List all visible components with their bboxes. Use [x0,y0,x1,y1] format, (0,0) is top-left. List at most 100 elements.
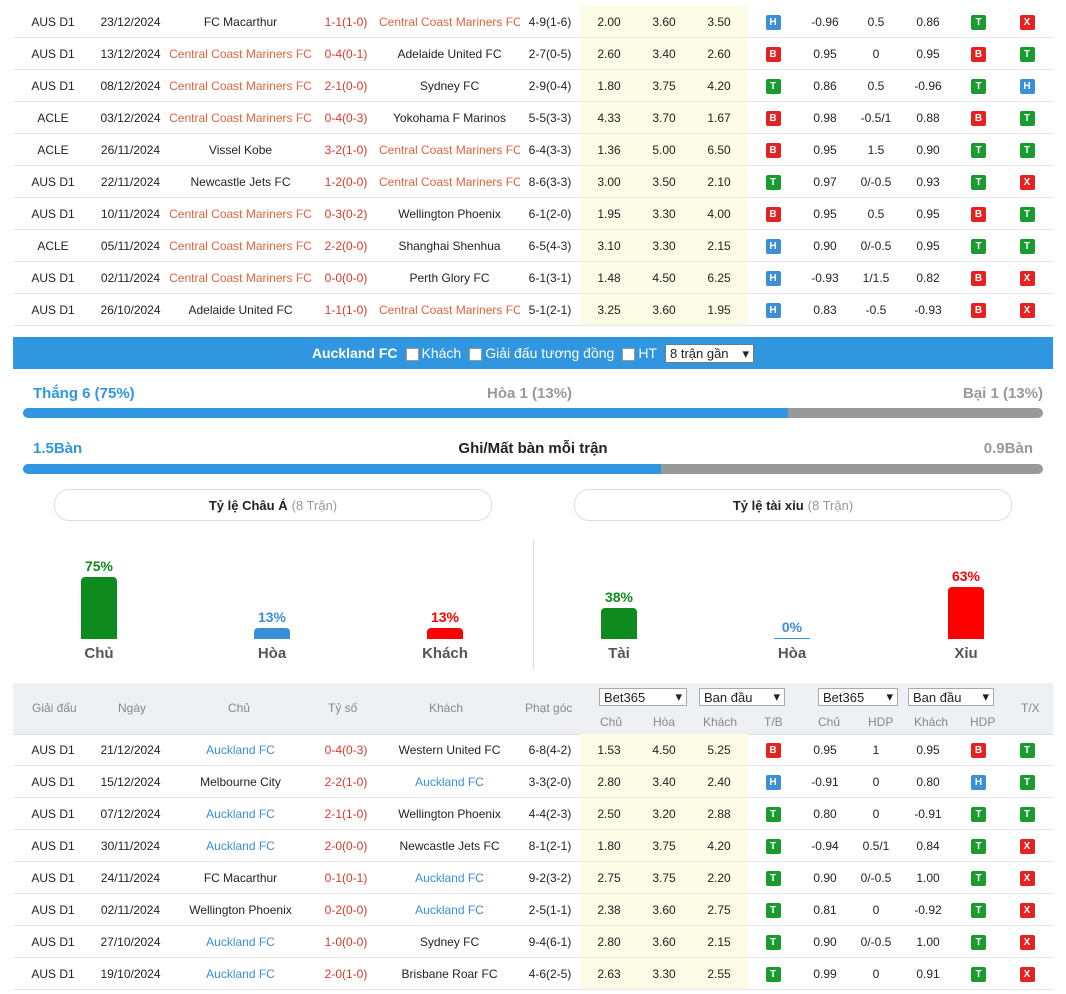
score-cell[interactable]: 0-4(0-3) [313,734,379,766]
home-team-cell[interactable]: Central Coast Mariners FC [168,101,313,134]
odds-home-cell: 1.95 [580,197,638,230]
away-checkbox[interactable] [405,347,419,361]
result-badge: T [971,966,986,982]
match-row: AUS D1 30/11/2024 Auckland FC 2-0(0-0) Newca… [13,829,1053,862]
odds-draw-cell: 3.75 [638,69,690,102]
away-team-cell[interactable]: Newcastle Jets FC [379,829,520,862]
odds-company-select[interactable]: Bet365 ▾ [599,688,687,706]
score-cell[interactable]: 2-1(1-0) [313,797,379,830]
away-team-cell[interactable]: Auckland FC [379,893,520,926]
score-cell[interactable]: 1-1(1-0) [313,6,379,38]
overunder-pct-2: 63% [951,568,981,584]
home-team-cell[interactable]: Auckland FC [168,797,313,830]
score-cell[interactable]: 1-0(0-0) [313,925,379,958]
odds-home-cell: 3.10 [580,229,638,262]
away-filter[interactable]: Khách [405,345,461,361]
away-team-cell[interactable]: Brisbane Roar FC [379,957,520,990]
home-team-cell[interactable]: Wellington Phoenix [168,893,313,926]
odds-home-cell: 2.80 [580,765,638,798]
score-cell[interactable]: 0-0(0-0) [313,261,379,294]
away-team-cell[interactable]: Auckland FC [379,765,520,798]
away-team-cell[interactable]: Sydney FC [379,925,520,958]
away-team-cell[interactable]: Central Coast Mariners FC [379,293,520,326]
away-team-cell[interactable]: Western United FC [379,734,520,766]
same-league-filter[interactable]: Giải đấu tương đồng [469,345,614,361]
home-team-cell[interactable]: FC Macarthur [168,861,313,894]
away-team-cell[interactable]: Wellington Phoenix [379,197,520,230]
score-cell[interactable]: 3-2(1-0) [313,133,379,166]
result-badge: T [971,838,986,854]
odds-away-cell: 1.67 [690,101,748,134]
home-team-cell[interactable]: Auckland FC [168,829,313,862]
over-under-badge: T [1001,133,1053,166]
match-row: AUS D1 19/10/2024 Auckland FC 2-0(1-0) Brisb… [13,957,1053,990]
score-cell[interactable]: 1-1(1-0) [313,293,379,326]
overunder-label-2: Xỉu [954,645,978,662]
match-row: AUS D1 21/12/2024 Auckland FC 0-4(0-3) Weste… [13,734,1053,766]
result-badge: T [1019,46,1035,62]
over-under-badge: T [1001,101,1053,134]
hdp-away-cell: 0.95 [900,229,956,262]
score-cell[interactable]: 1-2(0-0) [313,165,379,198]
away-team-cell[interactable]: Central Coast Mariners FC [379,6,520,38]
score-cell[interactable]: 2-0(1-0) [313,957,379,990]
result-badge: T [971,870,986,886]
away-team-cell[interactable]: Central Coast Mariners FC [379,133,520,166]
home-team-cell[interactable]: Melbourne City [168,765,313,798]
odds-draw-cell: 3.30 [638,197,690,230]
score-cell[interactable]: 2-2(0-0) [313,229,379,262]
odds-home-cell: 2.63 [580,957,638,990]
away-team-cell[interactable]: Sydney FC [379,69,520,102]
home-team-cell[interactable]: Central Coast Mariners FC [168,69,313,102]
away-team-cell[interactable]: Auckland FC [379,861,520,894]
home-team-cell[interactable]: Central Coast Mariners FC [168,229,313,262]
home-team-cell[interactable]: Central Coast Mariners FC [168,197,313,230]
away-team-cell[interactable]: Adelaide United FC [379,37,520,70]
home-team-cell[interactable]: Auckland FC [168,925,313,958]
ht-checkbox[interactable] [622,347,636,361]
score-cell[interactable]: 2-1(0-0) [313,69,379,102]
odds-type-select[interactable]: Ban đầu ▾ [699,688,785,706]
home-team-cell[interactable]: Vissel Kobe [168,133,313,166]
home-team-cell[interactable]: Newcastle Jets FC [168,165,313,198]
ht-filter[interactable]: HT [622,345,657,361]
hdp-company-select[interactable]: Bet365 ▾ [818,688,898,706]
match-row: AUS D1 23/12/2024 FC Macarthur 1-1(1-0) Cent… [13,6,1053,38]
odds-result-badge: H [748,6,798,38]
odds-home-cell: 2.60 [580,37,638,70]
score-cell[interactable]: 0-4(0-3) [313,101,379,134]
score-cell[interactable]: 0-4(0-1) [313,37,379,70]
over-under-count: (8 Trận) [807,497,854,513]
score-cell[interactable]: 2-2(1-0) [313,765,379,798]
home-team-cell[interactable]: Central Coast Mariners FC [168,37,313,70]
league-cell: ACLE [13,133,93,166]
home-team-cell[interactable]: Auckland FC [168,957,313,990]
over-under-badge: X [1001,861,1053,894]
hdp-line-cell: 1 [852,734,900,766]
odds-draw-cell: 3.75 [638,861,690,894]
away-team-cell[interactable]: Central Coast Mariners FC [379,165,520,198]
away-team-cell[interactable]: Shanghai Shenhua [379,229,520,262]
score-cell[interactable]: 0-3(0-2) [313,197,379,230]
score-cell[interactable]: 2-0(0-0) [313,829,379,862]
header-hdp-home: Chủ [818,715,841,729]
result-badge: T [971,238,986,254]
home-team-cell[interactable]: Central Coast Mariners FC [168,261,313,294]
away-team-cell[interactable]: Wellington Phoenix [379,797,520,830]
score-cell[interactable]: 0-1(0-1) [313,861,379,894]
league-cell: AUS D1 [13,293,93,326]
away-team-cell[interactable]: Yokohama F Marinos [379,101,520,134]
home-team-cell[interactable]: Auckland FC [168,734,313,766]
score-cell[interactable]: 0-2(0-0) [313,893,379,926]
home-team-cell[interactable]: FC Macarthur [168,6,313,38]
recent-matches-select[interactable]: 8 trận gần ▾ [664,343,755,363]
odds-away-cell: 6.25 [690,261,748,294]
corner-cell: 4-4(2-3) [520,797,580,830]
over-under-badge: T [1001,37,1053,70]
hdp-type-select[interactable]: Ban đầu ▾ [908,688,994,706]
hdp-result-badge: T [956,861,1001,894]
same-league-checkbox[interactable] [469,347,483,361]
odds-result-badge: B [748,734,798,766]
home-team-cell[interactable]: Adelaide United FC [168,293,313,326]
away-team-cell[interactable]: Perth Glory FC [379,261,520,294]
